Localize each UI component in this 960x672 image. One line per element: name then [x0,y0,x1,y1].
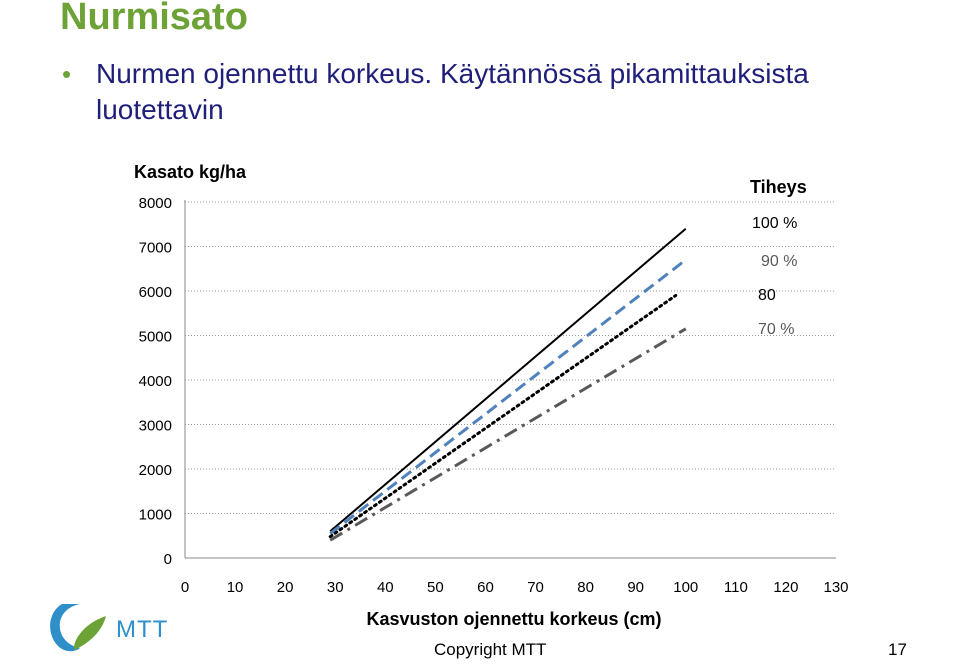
axes [184,200,836,559]
y-tick-labels: 0 1000 2000 3000 4000 5000 6000 7000 8000 [139,195,172,568]
series-label: 70 % [758,321,794,338]
x-tick-label: 110 [724,579,748,596]
series-line [329,227,687,533]
series-line [328,293,678,539]
slide-title: Nurmisato [60,0,248,38]
legend-title: Tiheys [750,177,807,197]
y-tick-label: 7000 [139,240,172,257]
y-tick-label: 5000 [139,329,172,346]
bullet-dot-icon: • [62,59,72,89]
series-label: 80 [758,287,776,304]
series-labels: 100 % 90 % 80 70 % [752,215,797,338]
y-tick-label: 0 [164,551,172,568]
series-lines [328,227,687,542]
x-axis-title: Kasvuston ojennettu korkeus (cm) [366,609,661,629]
x-tick-label: 100 [673,579,698,596]
x-tick-labels: 0 10 20 30 40 50 60 70 80 90 100 110 120 130 [181,579,849,596]
x-tick-label: 10 [227,579,244,596]
bullet-text: Nurmen ojennettu korkeus. Käytännössä pi… [96,58,809,125]
series-line [329,327,687,542]
x-tick-label: 20 [277,579,294,596]
series-label: 90 % [761,253,797,270]
grid-lines [185,201,836,514]
y-tick-label: 8000 [139,195,172,212]
mtt-logo: MTT [50,604,168,652]
y-axis-title: Kasato kg/ha [134,162,247,182]
y-tick-label: 2000 [139,462,172,479]
bullet-point: • Nurmen ojennettu korkeus. Käytännössä … [62,56,922,128]
y-tick-label: 1000 [139,507,172,524]
x-tick-label: 50 [427,579,444,596]
x-tick-label: 30 [327,579,344,596]
x-tick-label: 60 [477,579,494,596]
logo-leaf-icon [74,616,106,650]
series-line [329,258,687,535]
logo-text: MTT [116,616,168,643]
x-tick-label: 70 [527,579,544,596]
x-tick-label: 40 [377,579,394,596]
y-tick-label: 6000 [139,284,172,301]
copyright-text: Copyright MTT [434,640,547,659]
y-tick-label: 4000 [139,373,172,390]
x-tick-label: 0 [181,579,189,596]
series-label: 100 % [752,215,797,232]
logo-swoosh-icon [50,604,80,652]
x-tick-label: 80 [577,579,594,596]
x-tick-label: 90 [627,579,644,596]
y-tick-label: 3000 [139,418,172,435]
page-number: 17 [888,640,907,659]
x-tick-label: 120 [773,579,798,596]
x-tick-label: 130 [823,579,848,596]
